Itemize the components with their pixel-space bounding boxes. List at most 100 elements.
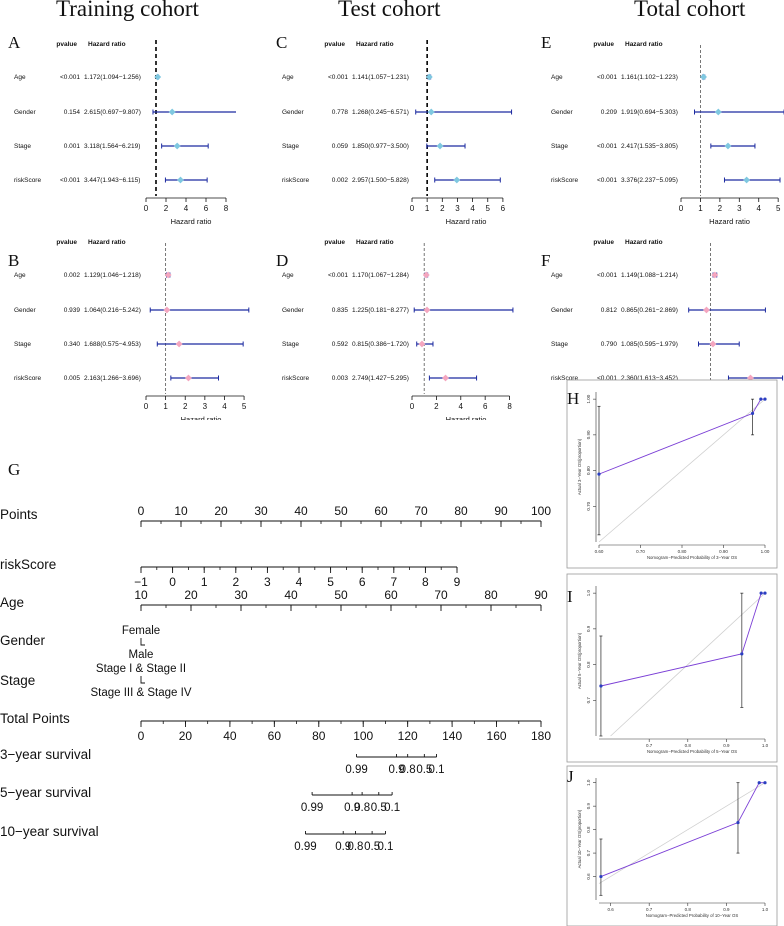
panel-letter: C — [276, 33, 287, 52]
y-axis-label: Actual 10−Year OS(proportion) — [577, 809, 582, 868]
row-hr-text: 1.225(0.181−8.277) — [352, 307, 409, 314]
x-tick-label: 1 — [163, 402, 168, 411]
binary-label-bottom: Male — [129, 649, 154, 661]
x-tick-label: 0.6 — [607, 907, 614, 912]
scale-tick-label: 20 — [179, 729, 193, 743]
nomogram-row: Age 10 20 30 40 50 60 70 80 90 — [0, 588, 548, 611]
row-pvalue: <0.001 — [60, 177, 80, 184]
hr-marker — [175, 340, 183, 348]
x-axis-label: Hazard ratio — [171, 217, 212, 226]
scale-tick-label: 60 — [374, 504, 388, 518]
header-total: Total cohort — [634, 0, 746, 21]
nomogram-row-label: 3−year survival — [0, 747, 91, 762]
scale-tick-label: 20 — [184, 588, 198, 602]
scale-tick-label: 8 — [422, 575, 429, 589]
x-axis-label: Nomogram−Predicted Probability of 5−Year… — [647, 749, 737, 754]
row-pvalue: <0.001 — [597, 143, 617, 150]
x-axis-label: Nomogram−Predicted Probability of 10−Yea… — [646, 913, 739, 918]
panel-letter: G — [8, 460, 20, 479]
x-tick-label: 0 — [679, 204, 684, 213]
nomogram-row: Points 0 10 20 30 40 50 60 70 80 90 100 — [0, 504, 551, 527]
row-pvalue: 0.003 — [332, 375, 349, 382]
row-hr-text: 1.064(0.216−5.242) — [84, 307, 141, 314]
x-tick-label: 0.70 — [636, 549, 645, 554]
scale-tick-label: 120 — [398, 729, 418, 743]
hr-marker — [743, 176, 751, 184]
panel-letter: A — [8, 33, 21, 52]
row-label-gender: Gender — [551, 109, 574, 116]
hr-marker — [425, 73, 433, 81]
scale-tick-label: 80 — [484, 588, 498, 602]
row-pvalue: 0.001 — [64, 143, 81, 150]
scale-tick-label: 20 — [214, 504, 228, 518]
row-pvalue: <0.001 — [597, 74, 617, 81]
row-hr-text: 2.163(1.266−3.696) — [84, 375, 141, 382]
scale-tick-label: 6 — [359, 575, 366, 589]
row-hr-text: 1.161(1.102−1.223) — [621, 74, 678, 81]
hr-marker — [423, 306, 431, 314]
y-tick-label: 1.00 — [586, 394, 591, 403]
hr-marker — [453, 176, 461, 184]
y-axis-label: Actual 3−Year OS(proportion) — [577, 438, 582, 495]
x-tick-label: 1 — [698, 204, 703, 213]
row-hr-text: 3.376(2.237−5.095) — [621, 177, 678, 184]
col-header-pvalue: pvalue — [324, 239, 345, 246]
scale-tick-label: 30 — [254, 504, 268, 518]
x-axis-label: Hazard ratio — [446, 415, 487, 420]
panel-letter: B — [8, 251, 19, 270]
scale-tick-label: 80 — [312, 729, 326, 743]
row-hr-text: 1.268(0.245−6.571) — [352, 109, 409, 116]
panel-frame — [566, 573, 778, 763]
scale-tick-label: 140 — [442, 729, 462, 743]
x-tick-label: 0 — [144, 402, 149, 411]
x-tick-label: 8 — [224, 204, 229, 213]
row-label-riskscore: riskScore — [551, 177, 578, 184]
scale-tick-label: 50 — [334, 504, 348, 518]
x-tick-label: 0 — [410, 402, 415, 411]
scale-tick-label: 40 — [284, 588, 298, 602]
x-tick-label: 0.90 — [719, 549, 728, 554]
panel-letter: E — [541, 33, 551, 52]
x-tick-label: 1.0 — [762, 743, 769, 748]
hr-marker — [173, 142, 181, 150]
scale-tick-label: 0.1 — [384, 802, 400, 814]
scale-tick-label: 3 — [264, 575, 271, 589]
row-pvalue: 0.778 — [332, 109, 349, 116]
row-label-age: Age — [282, 74, 294, 81]
scale-tick-label: 0.99 — [301, 802, 323, 814]
scale-tick-label: 40 — [294, 504, 308, 518]
y-tick-label: 0.8 — [586, 661, 591, 668]
binary-label-bottom: Stage III & Stage IV — [90, 687, 191, 699]
scale-tick-label: 0.8 — [354, 802, 370, 814]
x-tick-label: 0.7 — [646, 907, 653, 912]
x-tick-label: 1 — [425, 204, 430, 213]
x-axis-label: Nomogram−Predicted Probability of 3−Year… — [647, 555, 737, 560]
scale-tick-label: 0.9 — [389, 764, 405, 776]
row-hr-text: 0.815(0.386−1.720) — [352, 341, 409, 348]
x-tick-label: 0.9 — [723, 743, 730, 748]
x-tick-label: 6 — [483, 402, 488, 411]
scale-tick-label: 10 — [134, 588, 148, 602]
nomogram-row: Total Points 0 20 40 60 80 100 120 140 160 180 — [0, 711, 551, 743]
x-tick-label: 0.80 — [678, 549, 687, 554]
hr-marker — [709, 340, 717, 348]
hr-marker — [436, 142, 444, 150]
row-label-stage: Stage — [282, 341, 299, 348]
x-tick-label: 4 — [459, 402, 464, 411]
y-axis-label: Actual 5−Year OS(proportion) — [577, 632, 582, 689]
col-header-hazard-ratio: Hazard ratio — [88, 41, 126, 48]
row-label-riskscore: riskScore — [551, 375, 578, 382]
nomogram-row-label: 5−year survival — [0, 785, 91, 800]
x-tick-label: 4 — [757, 204, 762, 213]
calibration-point — [599, 874, 603, 879]
calibration-point — [757, 781, 761, 785]
scale-tick-label: 0.5 — [364, 841, 380, 853]
scale-tick-label: 9 — [454, 575, 461, 589]
y-tick-label: 0.70 — [586, 501, 591, 510]
x-tick-label: 2 — [718, 204, 723, 213]
panel-letter: J — [567, 767, 574, 786]
row-label-gender: Gender — [14, 307, 37, 314]
